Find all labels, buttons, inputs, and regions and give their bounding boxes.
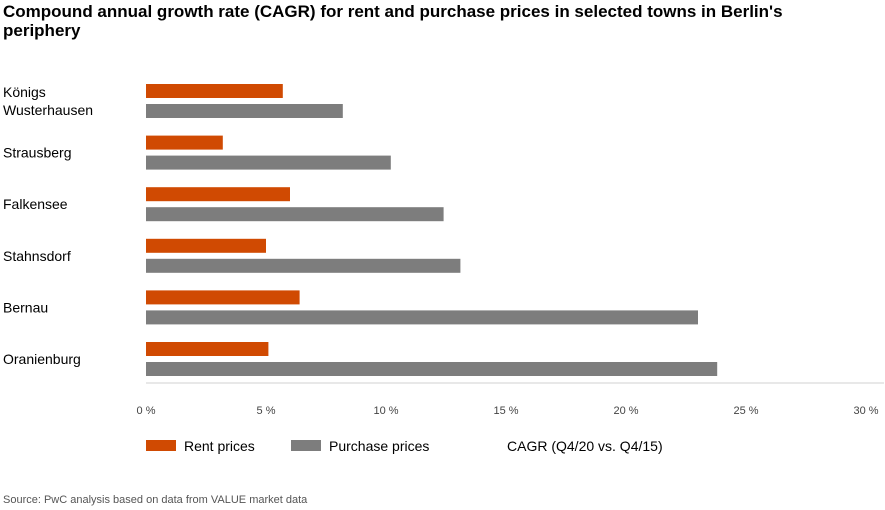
category-label-line: Oranienburg	[3, 351, 81, 367]
x-tick-label: 5 %	[257, 405, 276, 417]
x-tick-label: 20 %	[613, 405, 638, 417]
category-label: Bernau	[3, 299, 48, 315]
cagr-bar-chart: Königs Wusterhausen Strausberg Falkensee Sta…	[3, 84, 884, 454]
source-note: Source: PwC analysis based on data from …	[3, 494, 308, 506]
bar-rent-2	[146, 187, 290, 202]
bar-rent-1	[146, 135, 223, 150]
bar-purchase-1	[146, 155, 391, 170]
category-label-line: Wusterhausen	[3, 102, 93, 118]
bars	[146, 84, 718, 376]
chart-title: Compound annual growth rate (CAGR) for r…	[3, 2, 783, 40]
x-tick-label: 0 %	[137, 405, 156, 417]
category-label: Königs Wusterhausen	[3, 84, 93, 118]
bar-rent-5	[146, 342, 269, 356]
category-labels: Königs Wusterhausen Strausberg Falkensee Sta…	[3, 84, 93, 367]
legend-swatch-purchase	[291, 440, 321, 451]
bar-rent-3	[146, 238, 266, 253]
bar-purchase-0	[146, 104, 343, 118]
legend-label-rent: Rent prices	[184, 438, 255, 454]
category-label: Stahnsdorf	[3, 248, 71, 264]
bar-purchase-4	[146, 310, 698, 325]
bar-rent-0	[146, 84, 283, 98]
bar-purchase-3	[146, 258, 461, 273]
category-label: Oranienburg	[3, 351, 81, 367]
category-label-line: Falkensee	[3, 196, 68, 212]
legend-label-purchase: Purchase prices	[329, 438, 429, 454]
category-label-line: Bernau	[3, 299, 48, 315]
legend: Rent prices Purchase prices CAGR (Q4/20 …	[146, 438, 663, 454]
x-tick-label: 10 %	[373, 405, 398, 417]
category-label-line: Strausberg	[3, 145, 71, 161]
category-label-line: Stahnsdorf	[3, 248, 71, 264]
legend-swatch-rent	[146, 440, 176, 451]
x-tick-label: 15 %	[493, 405, 518, 417]
category-label: Falkensee	[3, 196, 68, 212]
bar-purchase-5	[146, 362, 718, 376]
x-tick-label: 30 %	[853, 405, 878, 417]
x-axis-label: CAGR (Q4/20 vs. Q4/15)	[507, 438, 663, 454]
bar-purchase-2	[146, 207, 444, 222]
category-label: Strausberg	[3, 145, 71, 161]
bar-rent-4	[146, 290, 300, 305]
x-axis-ticks: 0 % 5 % 10 % 15 % 20 % 25 % 30 %	[137, 405, 879, 417]
category-label-line: Königs	[3, 84, 46, 100]
x-tick-label: 25 %	[733, 405, 758, 417]
